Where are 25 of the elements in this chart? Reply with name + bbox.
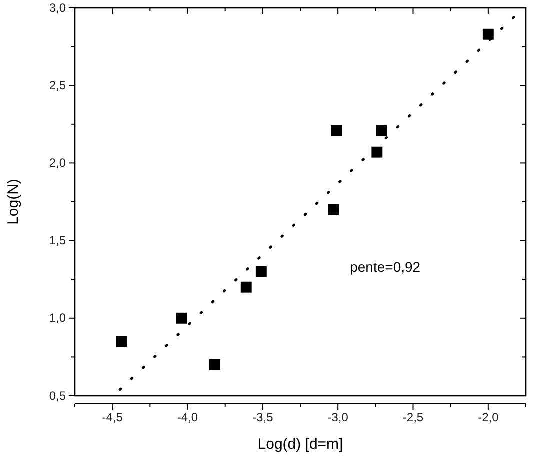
y-tick-label: 0,5 <box>49 388 66 403</box>
point <box>176 312 188 324</box>
y-tick-label: 3,0 <box>49 0 66 15</box>
point <box>256 266 267 278</box>
y-tick-label: 2,5 <box>49 78 66 92</box>
y-axis-title: Log(N) <box>5 179 22 225</box>
x-tick-label: -4,5 <box>102 410 124 425</box>
x-axis-title: Log(d) [d=m] <box>258 436 344 453</box>
annotation: pente=0,92 <box>350 258 421 275</box>
point <box>240 282 252 293</box>
y-tick-label: 2,0 <box>49 156 66 170</box>
x-tick-label: -3,0 <box>328 410 349 425</box>
x-tick-label: -4,0 <box>177 410 198 425</box>
x-tick-label: -2,0 <box>478 410 500 425</box>
y-tick-label: 1,0 <box>49 311 66 326</box>
point <box>331 125 342 136</box>
y-tick-label: 1,5 <box>49 234 66 248</box>
x-tick-label: -3,5 <box>252 410 274 425</box>
point <box>376 125 388 136</box>
point <box>482 28 494 40</box>
point <box>372 146 383 158</box>
x-tick-label: -2,5 <box>402 410 424 425</box>
point <box>209 359 220 370</box>
point <box>328 204 340 216</box>
point <box>116 336 128 348</box>
